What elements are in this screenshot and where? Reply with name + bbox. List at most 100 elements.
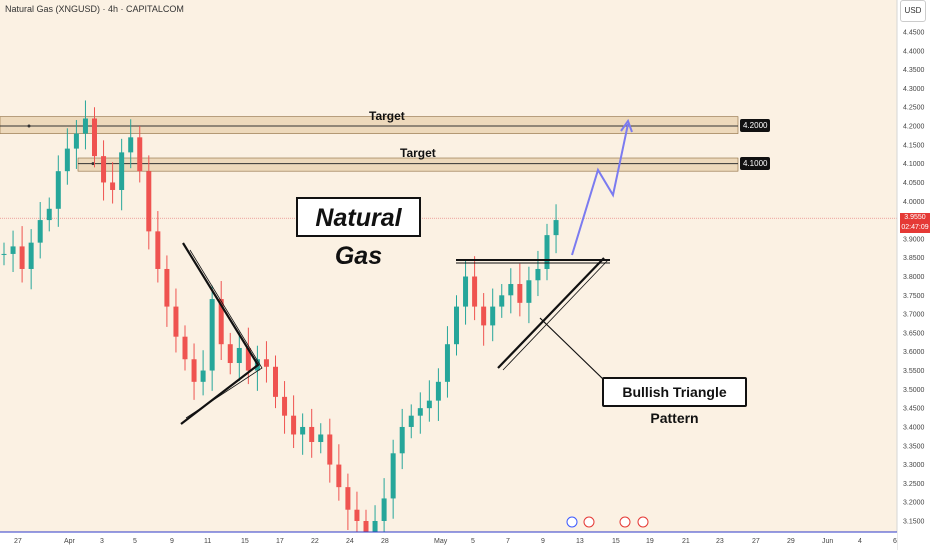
- price-tick-label: 3.8500: [903, 255, 925, 262]
- time-tick-label: 5: [133, 538, 137, 545]
- price-tick-label: 3.4500: [903, 406, 925, 413]
- price-tick-label: 3.9000: [903, 236, 925, 243]
- time-tick-label: 28: [381, 538, 389, 545]
- candle-body: [200, 370, 206, 382]
- candle-body: [64, 148, 70, 172]
- chart-drawings: [180, 118, 633, 425]
- candle-body: [46, 208, 52, 221]
- candle-body: [363, 521, 369, 533]
- candle-body: [508, 284, 514, 296]
- candle-body: [345, 487, 351, 510]
- candle-body: [55, 171, 61, 209]
- time-tick-label: 22: [311, 538, 319, 545]
- target-zones: [0, 116, 897, 219]
- price-tick-label: 3.3500: [903, 443, 925, 450]
- chart-title-box: Natural Gas: [296, 197, 421, 270]
- price-tick-label: 4.3500: [903, 67, 925, 74]
- time-tick-label: 24: [346, 538, 354, 545]
- candle-body: [463, 276, 469, 307]
- time-tick-label: 9: [170, 538, 174, 545]
- target-label-lower: Target: [400, 146, 436, 160]
- time-tick-label: 15: [612, 538, 620, 545]
- candle-body: [435, 381, 441, 401]
- price-tag-4100: 4.1000: [740, 157, 771, 170]
- target-anchor-lower: [91, 162, 95, 166]
- price-axis-panel: [897, 0, 932, 550]
- candle-body: [309, 426, 315, 443]
- flag-icon: [637, 516, 649, 528]
- candle-body: [1, 253, 7, 255]
- candle-body: [164, 268, 170, 307]
- candle-body: [336, 464, 342, 488]
- price-tag-4200: 4.2000: [740, 119, 771, 132]
- flag-icon: [619, 516, 631, 528]
- pattern-label-box: Bullish Triangle Pattern: [602, 377, 747, 426]
- candle-body: [417, 408, 423, 416]
- time-tick-label: Apr: [64, 538, 76, 545]
- price-tick-label: 4.4500: [903, 30, 925, 37]
- price-tick-label: 4.1000: [903, 161, 925, 168]
- candle-body: [490, 306, 496, 326]
- time-tick-label: 17: [276, 538, 284, 545]
- target-anchor-upper: [27, 124, 31, 128]
- candle-body: [481, 306, 487, 326]
- time-tick-label: 27: [14, 538, 22, 545]
- candle-body: [73, 133, 79, 149]
- time-tick-label: 15: [241, 538, 249, 545]
- price-tick-label: 3.7000: [903, 312, 925, 319]
- time-tick-label: 19: [646, 538, 654, 545]
- candle-body: [245, 347, 251, 371]
- candle-body: [318, 434, 324, 443]
- price-tick-label: 4.0500: [903, 180, 925, 187]
- candle-body: [517, 284, 523, 303]
- time-tick-label: 29: [787, 538, 795, 545]
- candle-body: [37, 220, 43, 243]
- price-tick-label: 3.5000: [903, 387, 925, 394]
- time-tick-label: 11: [204, 538, 211, 545]
- candle-body: [399, 426, 405, 454]
- current-price-tag: 3.9550 02:47:09: [900, 213, 930, 233]
- candle-body: [137, 137, 143, 172]
- candle-body: [372, 521, 378, 533]
- price-tick-label: 4.1500: [903, 142, 925, 149]
- price-tick-label: 4.3000: [903, 86, 925, 93]
- candle-body: [300, 426, 306, 435]
- candle-body: [544, 235, 550, 269]
- candle-body: [327, 434, 333, 465]
- currency-button[interactable]: USD: [900, 0, 926, 22]
- time-axis-panel: [0, 532, 897, 550]
- candle-body: [553, 220, 559, 236]
- time-tick-label: 21: [682, 538, 690, 545]
- time-tick-label: May: [434, 538, 448, 545]
- candle-body: [92, 118, 97, 157]
- candle-body: [10, 246, 16, 254]
- candle-body: [28, 242, 34, 269]
- time-tick-label: 9: [541, 538, 545, 545]
- support-line-inner: [502, 259, 609, 371]
- candle-body: [110, 182, 116, 190]
- flag-icon: [583, 516, 595, 528]
- candle-body: [128, 137, 134, 153]
- time-tick-label: 27: [752, 538, 760, 545]
- candle-body: [526, 280, 532, 303]
- candle-body: [209, 299, 215, 371]
- price-tick-label: 4.2000: [903, 124, 925, 131]
- candle-body: [535, 268, 541, 281]
- candle-body: [381, 498, 387, 521]
- price-tick-label: 3.2500: [903, 481, 925, 488]
- candle-body: [119, 152, 125, 190]
- candle-body: [19, 246, 25, 269]
- candle-body: [354, 509, 360, 521]
- candle-body: [218, 299, 224, 345]
- candle-body: [408, 415, 414, 427]
- price-tick-label: 3.3000: [903, 462, 925, 469]
- time-tick-label: 7: [506, 538, 510, 545]
- price-tick-label: 3.6000: [903, 349, 925, 356]
- symbol-legend: Natural Gas (XNGUSD) · 4h · CAPITALCOM: [5, 4, 184, 14]
- price-tick-label: 4.4000: [903, 48, 925, 55]
- projection-path: [571, 123, 629, 256]
- candle-body: [472, 276, 478, 307]
- target-label-upper: Target: [369, 109, 405, 123]
- candle-body: [444, 344, 450, 382]
